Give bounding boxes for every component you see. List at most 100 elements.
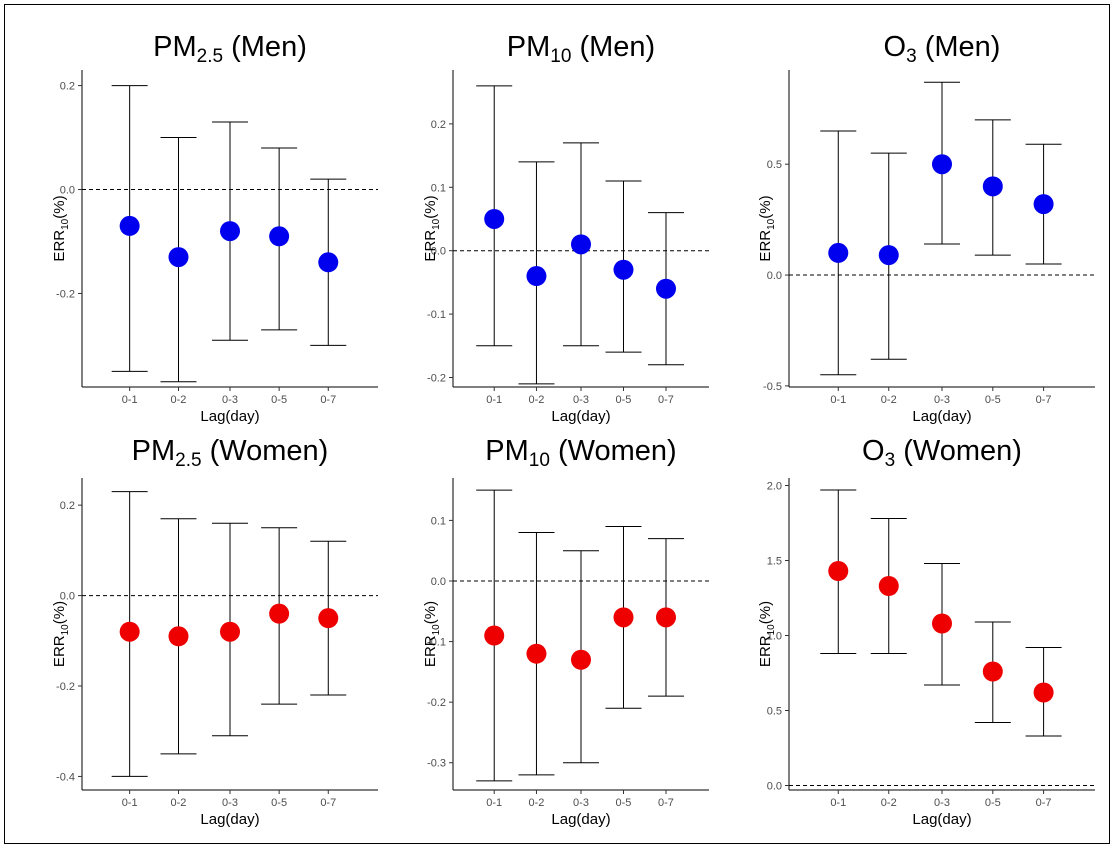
data-point xyxy=(613,259,634,280)
x-tick-label: 0-2 xyxy=(171,394,187,406)
panel-title: PM2.5 (Women) xyxy=(132,435,329,471)
y-tick-label: -0.5 xyxy=(763,381,782,393)
data-point xyxy=(571,234,591,255)
data-point xyxy=(1033,194,1054,215)
y-tick-label: 0.0 xyxy=(431,246,446,258)
data-point xyxy=(878,245,899,266)
y-tick-label: -0.3 xyxy=(427,758,446,770)
panel-title: O3 (Men) xyxy=(884,31,1001,67)
y-tick-label: 0.0 xyxy=(431,576,446,588)
x-axis-label: Lag(day) xyxy=(200,811,259,828)
x-tick-label: 0-1 xyxy=(830,797,846,809)
data-point xyxy=(571,649,591,670)
x-tick-label: 0-5 xyxy=(985,797,1001,809)
y-tick-label: -0.4 xyxy=(56,771,75,783)
data-point xyxy=(1033,682,1054,703)
y-tick-label: 0.2 xyxy=(60,81,75,93)
x-tick-label: 0-1 xyxy=(486,797,502,809)
x-tick-label: 0-2 xyxy=(529,797,545,809)
x-tick-label: 0-5 xyxy=(616,797,632,809)
data-point xyxy=(828,561,849,581)
x-tick-label: 0-3 xyxy=(934,797,950,809)
chart-panel: PM2.5 (Women) -0.4 -0.2 0.0 0.2 0-1 0-2 0-3 0-5 0… xyxy=(51,435,378,828)
data-point xyxy=(119,215,140,236)
data-point xyxy=(220,221,240,242)
y-tick-label: 2.0 xyxy=(767,481,782,493)
x-tick-label: 0-1 xyxy=(486,394,502,406)
y-axis-label: ERR10(%) xyxy=(757,601,777,667)
chart-panel: PM10 (Women) -0.3 -0.2 -0.1 0.0 0.1 0-1 0-2 0-3 0… xyxy=(422,435,709,828)
x-tick-label: 0-7 xyxy=(320,394,336,406)
x-tick-label: 0-3 xyxy=(573,797,589,809)
x-tick-label: 0-1 xyxy=(830,394,846,406)
x-tick-label: 0-2 xyxy=(881,797,897,809)
data-point xyxy=(878,576,899,596)
y-tick-label: 1.5 xyxy=(767,556,782,568)
data-point xyxy=(318,608,339,629)
x-tick-label: 0-2 xyxy=(529,394,545,406)
x-tick-label: 0-2 xyxy=(881,394,897,406)
data-point xyxy=(655,278,676,299)
y-tick-label: 0.5 xyxy=(767,706,782,718)
y-tick-label: 0.2 xyxy=(431,119,446,131)
data-point xyxy=(828,242,849,263)
y-tick-label: -0.2 xyxy=(427,697,446,709)
x-tick-label: 0-5 xyxy=(271,394,287,406)
panel-title: PM10 (Men) xyxy=(507,31,655,67)
x-tick-label: 0-5 xyxy=(271,797,287,809)
y-tick-label: 0.0 xyxy=(767,270,782,282)
y-axis-label: ERR10(%) xyxy=(422,601,442,667)
data-point xyxy=(613,607,634,628)
y-tick-label: 0.0 xyxy=(60,591,75,603)
data-point xyxy=(932,154,952,175)
x-tick-label: 0-2 xyxy=(171,797,187,809)
y-tick-label: 0.5 xyxy=(767,159,782,171)
x-tick-label: 0-5 xyxy=(616,394,632,406)
chart-panel: PM10 (Men) -0.2 -0.1 0.0 0.1 0.2 0-1 0-2 0-3 0-5 0… xyxy=(422,31,709,425)
data-point xyxy=(655,607,676,628)
data-point xyxy=(982,176,1003,197)
data-point xyxy=(484,208,505,229)
x-axis-label: Lag(day) xyxy=(200,408,259,425)
y-tick-label: 0.0 xyxy=(60,185,75,197)
x-axis-label: Lag(day) xyxy=(912,811,971,828)
x-tick-label: 0-7 xyxy=(658,797,674,809)
chart-panel: O3 (Women) 0.0 0.5 1.0 1.5 2.0 0-1 0-2 0-3 0-5 0-7… xyxy=(757,435,1095,828)
panel-title: PM2.5 (Men) xyxy=(153,31,307,67)
chart-panel: PM2.5 (Men) -0.2 0.0 0.2 0-1 0-2 0-3 0-5 0-7 Lag(… xyxy=(51,31,378,425)
data-point xyxy=(484,625,505,646)
data-point xyxy=(318,252,339,273)
x-tick-label: 0-1 xyxy=(122,394,138,406)
data-point xyxy=(220,621,240,642)
x-tick-label: 0-3 xyxy=(222,394,238,406)
data-point xyxy=(269,226,290,247)
y-tick-label: 0.1 xyxy=(431,515,446,527)
x-tick-label: 0-1 xyxy=(122,797,138,809)
x-axis-label: Lag(day) xyxy=(912,408,971,425)
figure-frame xyxy=(4,4,1110,844)
x-tick-label: 0-3 xyxy=(573,394,589,406)
panel-title: O3 (Women) xyxy=(862,435,1022,471)
y-tick-label: -0.2 xyxy=(56,288,75,300)
data-point xyxy=(269,603,290,624)
y-axis-label: ERR10(%) xyxy=(51,195,71,261)
y-axis-label: ERR10(%) xyxy=(422,195,442,261)
data-point xyxy=(168,626,189,647)
data-point xyxy=(526,266,547,287)
y-tick-label: 0.2 xyxy=(60,500,75,512)
x-tick-label: 0-3 xyxy=(934,394,950,406)
chart-panel: O3 (Men) -0.5 0.0 0.5 0-1 0-2 0-3 0-5 0-7 Lag(day… xyxy=(757,31,1095,425)
x-axis-label: Lag(day) xyxy=(551,408,610,425)
panel-title: PM10 (Women) xyxy=(485,435,676,471)
y-tick-label: 0.0 xyxy=(767,781,782,793)
y-axis-label: ERR10(%) xyxy=(757,195,777,261)
y-axis-label: ERR10(%) xyxy=(51,601,71,667)
x-tick-label: 0-7 xyxy=(1036,797,1052,809)
x-axis-label: Lag(day) xyxy=(551,811,610,828)
y-tick-label: 0.1 xyxy=(431,182,446,194)
x-tick-label: 0-7 xyxy=(658,394,674,406)
y-tick-label: -0.1 xyxy=(427,309,446,321)
x-tick-label: 0-7 xyxy=(1036,394,1052,406)
data-point xyxy=(932,613,952,634)
